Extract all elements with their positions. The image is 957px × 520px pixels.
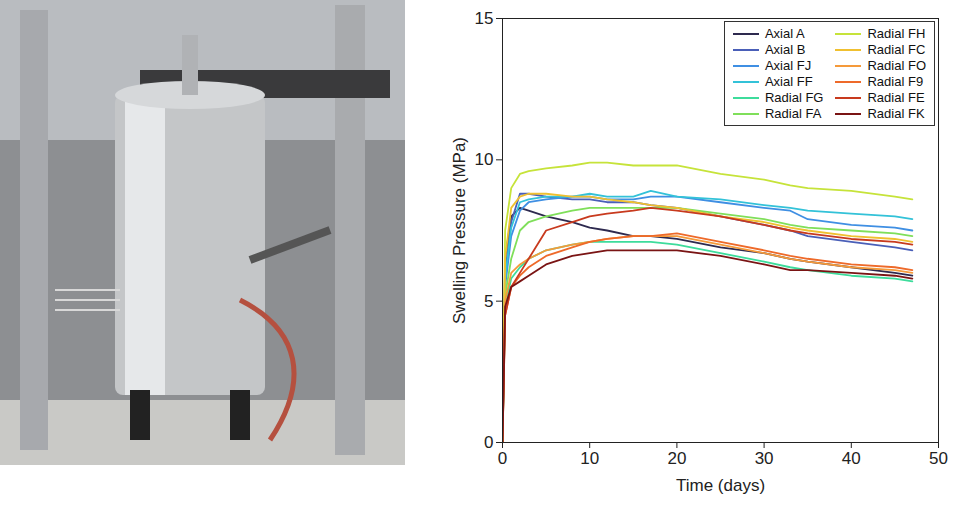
html-text:Radial FE: Radial FE — [867, 90, 925, 105]
html-text:Axial FJ: Axial FJ — [764, 58, 812, 73]
svg-text:10: 10 — [580, 449, 599, 468]
svg-text:20: 20 — [667, 449, 686, 468]
html-text:Axial B: Axial B — [764, 42, 806, 57]
svg-text:0: 0 — [498, 449, 507, 468]
html-text:Radial FG: Radial FG — [764, 90, 824, 105]
svg-text:10: 10 — [475, 150, 494, 169]
html-text:Radial FK: Radial FK — [867, 106, 925, 121]
svg-text:Swelling Pressure (MPa): Swelling Pressure (MPa) — [450, 137, 469, 324]
html-text:Radial FH: Radial FH — [867, 26, 926, 41]
html-text:Radial F9: Radial F9 — [867, 74, 924, 89]
svg-text:40: 40 — [842, 449, 861, 468]
html-text:Radial FA: Radial FA — [764, 106, 822, 121]
svg-text:5: 5 — [484, 292, 493, 311]
svg-text:15: 15 — [475, 9, 494, 28]
svg-text:50: 50 — [929, 449, 948, 468]
html-text:Axial FF: Axial FF — [764, 74, 813, 89]
svg-text:0: 0 — [484, 433, 493, 452]
svg-text:30: 30 — [755, 449, 774, 468]
svg-text:Time (days): Time (days) — [676, 476, 765, 495]
html-text:Radial FO: Radial FO — [867, 58, 926, 73]
html-text:Axial A: Axial A — [764, 26, 805, 41]
html-text:Radial FC: Radial FC — [867, 42, 926, 57]
